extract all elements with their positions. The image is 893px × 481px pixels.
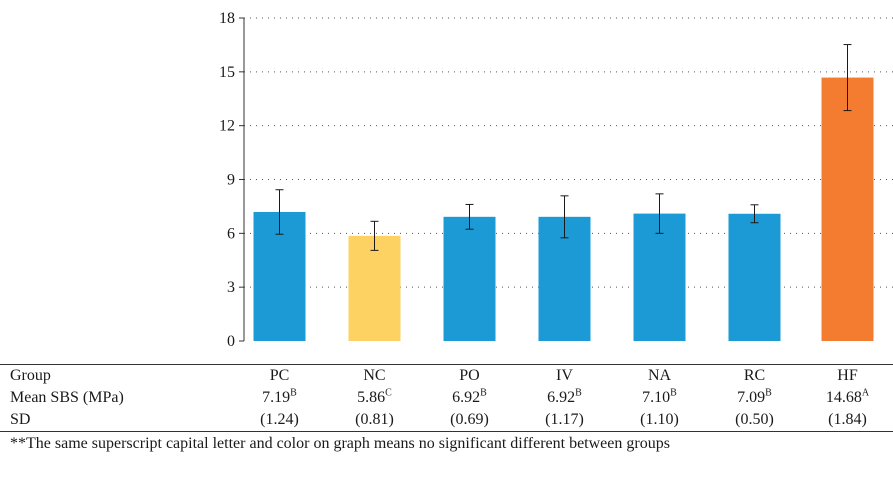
mean-cell: 14.68A — [802, 387, 893, 409]
sd-cell: (1.24) — [232, 409, 327, 432]
y-tick-label: 0 — [227, 333, 235, 350]
significance-letter: B — [765, 387, 772, 399]
sd-cell: (1.84) — [802, 409, 893, 432]
mean-row: Mean SBS (MPa) 7.19B 5.86C 6.92B 6.92B 7… — [0, 387, 893, 409]
bar-rc — [728, 213, 781, 341]
results-table: Group PC NC PO IV NA RC HF Mean SBS (MPa… — [0, 364, 893, 432]
significance-letter: B — [480, 387, 487, 399]
y-tick-label: 18 — [219, 10, 235, 27]
mean-cell: 7.09B — [707, 387, 802, 409]
error-bars — [275, 44, 852, 251]
y-axis-ticks: 0 3 6 9 12 15 18 — [219, 10, 244, 350]
mean-value: 7.19 — [262, 389, 291, 406]
sd-row-label: SD — [0, 409, 232, 432]
footnote: **The same superscript capital letter an… — [10, 435, 670, 452]
y-tick-label: 15 — [219, 64, 235, 81]
significance-letter: B — [290, 387, 297, 399]
bars — [253, 77, 874, 341]
bar-na — [633, 213, 686, 341]
group-row: Group PC NC PO IV NA RC HF — [0, 364, 893, 387]
grid-lines — [244, 17, 893, 288]
bar-chart: 0 3 6 9 12 15 18 — [219, 10, 893, 350]
mean-cell: 6.92B — [422, 387, 517, 409]
mean-row-label: Mean SBS (MPa) — [10, 389, 124, 406]
sd-cell: (1.17) — [517, 409, 612, 432]
sd-cell: (0.50) — [707, 409, 802, 432]
y-tick-label: 9 — [227, 172, 235, 189]
y-tick-label: 6 — [227, 225, 235, 242]
group-cell: NC — [327, 364, 422, 387]
group-row-label: Group — [0, 364, 232, 387]
y-tick-label: 3 — [227, 279, 235, 296]
mean-cell: 7.10B — [612, 387, 707, 409]
bar-nc — [348, 235, 401, 341]
bar-po — [443, 216, 496, 341]
significance-letter: A — [861, 387, 870, 399]
mean-cell: 5.86C — [327, 387, 422, 409]
mean-value: 7.10 — [642, 389, 671, 406]
sd-cell: (0.69) — [422, 409, 517, 432]
mean-value: 5.86 — [357, 389, 386, 406]
y-tick-label: 12 — [219, 118, 235, 135]
mean-value: 7.09 — [737, 389, 766, 406]
significance-letter: C — [385, 387, 392, 399]
significance-letter: B — [670, 387, 677, 399]
mean-cell: 6.92B — [517, 387, 612, 409]
group-cell: IV — [517, 364, 612, 387]
group-cell: NA — [612, 364, 707, 387]
mean-value: 14.68 — [825, 389, 862, 406]
group-cell: HF — [802, 364, 893, 387]
group-cell: PO — [422, 364, 517, 387]
mean-value: 6.92 — [547, 389, 576, 406]
bar-hf — [821, 77, 874, 341]
sd-cell: (0.81) — [327, 409, 422, 432]
sd-row: SD (1.24) (0.81) (0.69) (1.17) (1.10) (0… — [0, 409, 893, 432]
sd-cell: (1.10) — [612, 409, 707, 432]
mean-cell: 7.19B — [232, 387, 327, 409]
significance-letter: B — [575, 387, 582, 399]
mean-value: 6.92 — [452, 389, 481, 406]
group-cell: PC — [232, 364, 327, 387]
group-cell: RC — [707, 364, 802, 387]
